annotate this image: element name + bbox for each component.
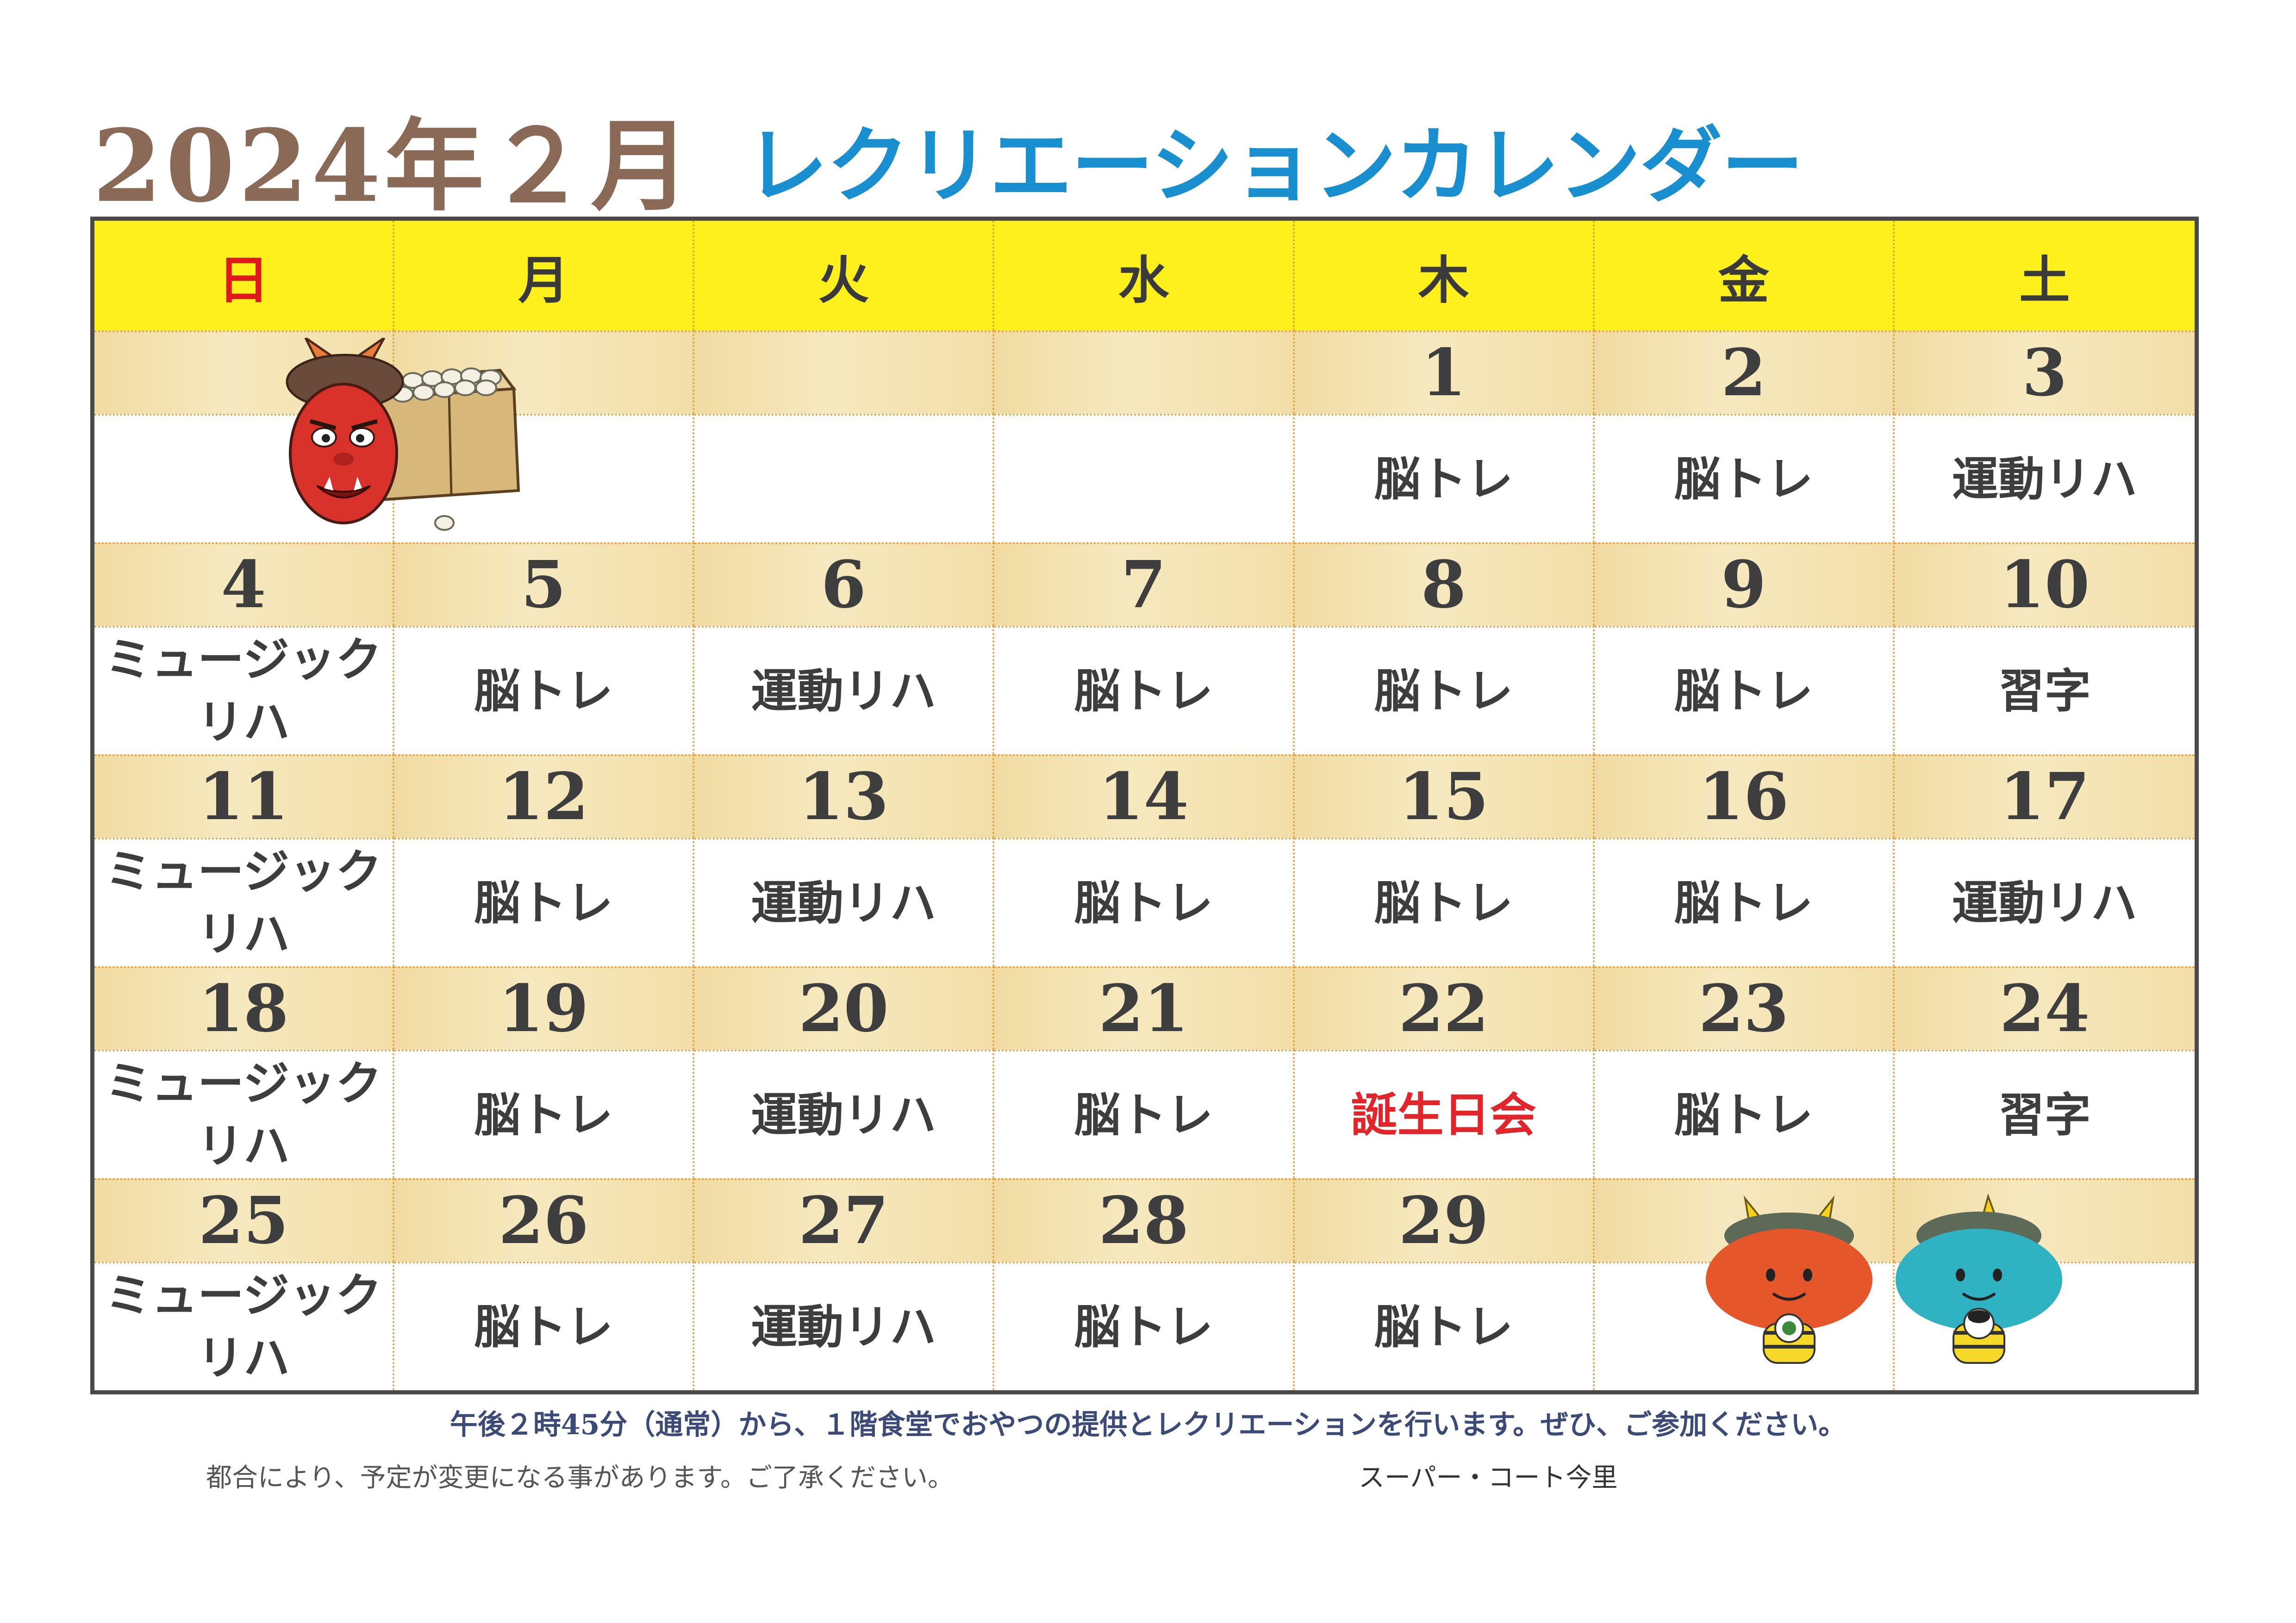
day-number-cell: 1 [1294, 330, 1595, 414]
day-number-cell: 8 [1294, 542, 1595, 626]
activity-cell: 脳トレ [1294, 626, 1595, 754]
activity-cell: 脳トレ [394, 1050, 695, 1178]
weekday-header: 木 [1294, 221, 1595, 330]
weekday-header: 火 [694, 221, 995, 330]
activity-cell: 脳トレ [1594, 414, 1895, 542]
day-number-cell: 21 [994, 966, 1295, 1050]
activity-cell: 脳トレ [1594, 1050, 1895, 1178]
activity-cell: ミュージック リハ [94, 626, 395, 754]
day-number-cell: 12 [394, 754, 695, 838]
activity-cell: 脳トレ [1294, 1262, 1595, 1390]
weekday-header: 金 [1594, 221, 1895, 330]
activity-cell: 脳トレ [994, 1050, 1295, 1178]
day-number-cell: 29 [1294, 1178, 1595, 1262]
day-number-cell: 3 [1894, 330, 2195, 414]
activity-cell: 運動リハ [1894, 838, 2195, 966]
activity-cell: ミュージック リハ [94, 1050, 395, 1178]
day-number-cell: 16 [1594, 754, 1895, 838]
day-number-cell [994, 330, 1295, 414]
day-number-cell: 9 [1594, 542, 1895, 626]
activity-cell: 脳トレ [1294, 414, 1595, 542]
activity-cell: ミュージック リハ [94, 1262, 395, 1390]
activity-cell: 運動リハ [694, 626, 995, 754]
day-number-cell: 20 [694, 966, 995, 1050]
day-number-cell: 5 [394, 542, 695, 626]
day-number-cell: 14 [994, 754, 1295, 838]
activity-cell: 脳トレ [994, 1262, 1295, 1390]
day-number-cell: 6 [694, 542, 995, 626]
activity-cell: 誕生日会 [1294, 1050, 1595, 1178]
blue-oni-character-icon [1896, 1194, 2062, 1364]
activity-cell: 習字 [1894, 1050, 2195, 1178]
footer-note: 都合により、予定が変更になる事があります。ご了承ください。 [206, 1463, 954, 1493]
activity-cell: 脳トレ [994, 838, 1295, 966]
day-number-cell [694, 330, 995, 414]
day-number-cell: 23 [1594, 966, 1895, 1050]
activity-cell: ミュージック リハ [94, 838, 395, 966]
day-number-cell: 2 [1594, 330, 1895, 414]
activity-cell: 脳トレ [1594, 838, 1895, 966]
day-number-cell: 22 [1294, 966, 1595, 1050]
activity-cell: 運動リハ [694, 1050, 995, 1178]
activity-cell: 習字 [1894, 626, 2195, 754]
activity-cell: 脳トレ [394, 838, 695, 966]
activity-cell: 脳トレ [394, 626, 695, 754]
activity-cell: 脳トレ [394, 1262, 695, 1390]
day-number-cell: 15 [1294, 754, 1595, 838]
day-number-cell: 28 [994, 1178, 1295, 1262]
day-number-cell: 7 [994, 542, 1295, 626]
activity-cell [694, 414, 995, 542]
activity-cell: 運動リハ [1894, 414, 2195, 542]
activity-cell: 運動リハ [694, 1262, 995, 1390]
activity-cell: 脳トレ [1294, 838, 1595, 966]
red-oni-character-icon [1706, 1195, 1872, 1364]
day-number-cell: 10 [1894, 542, 2195, 626]
day-number-cell: 26 [394, 1178, 695, 1262]
day-number-cell: 11 [94, 754, 395, 838]
day-number-cell: 17 [1894, 754, 2195, 838]
activity-cell: 脳トレ [1594, 626, 1895, 754]
day-number-cell: 24 [1894, 966, 2195, 1050]
day-number-cell: 19 [394, 966, 695, 1050]
red-oni-mask-with-bean-box-icon [286, 338, 520, 531]
day-number-cell: 13 [694, 754, 995, 838]
facility-name: スーパー・コート今里 [1359, 1463, 1618, 1493]
calendar-grid: 日月火水木金土 1 2 3 脳トレ 脳トレ 運動リハ 4 5 6 7 8 9 10 ミュージック リハ 脳トレ… [90, 217, 2199, 1394]
weekday-header: 水 [994, 221, 1295, 330]
day-number-cell: 4 [94, 542, 395, 626]
weekday-header: 月 [394, 221, 695, 330]
weekday-header: 土 [1894, 221, 2195, 330]
activity-cell [994, 414, 1295, 542]
weekday-header: 日 [94, 221, 395, 330]
activity-cell: 脳トレ [994, 626, 1295, 754]
calendar-title: レクリエーションカレンダー [745, 118, 1803, 214]
calendar-year-month: 2024年２月 [93, 107, 694, 224]
activity-cell: 運動リハ [694, 838, 995, 966]
day-number-cell: 27 [694, 1178, 995, 1262]
day-number-cell: 25 [94, 1178, 395, 1262]
day-number-cell: 18 [94, 966, 395, 1050]
footer-announcement: 午後２時45分（通常）から、１階食堂でおやつの提供とレクリエーションを行います。… [449, 1409, 1847, 1441]
